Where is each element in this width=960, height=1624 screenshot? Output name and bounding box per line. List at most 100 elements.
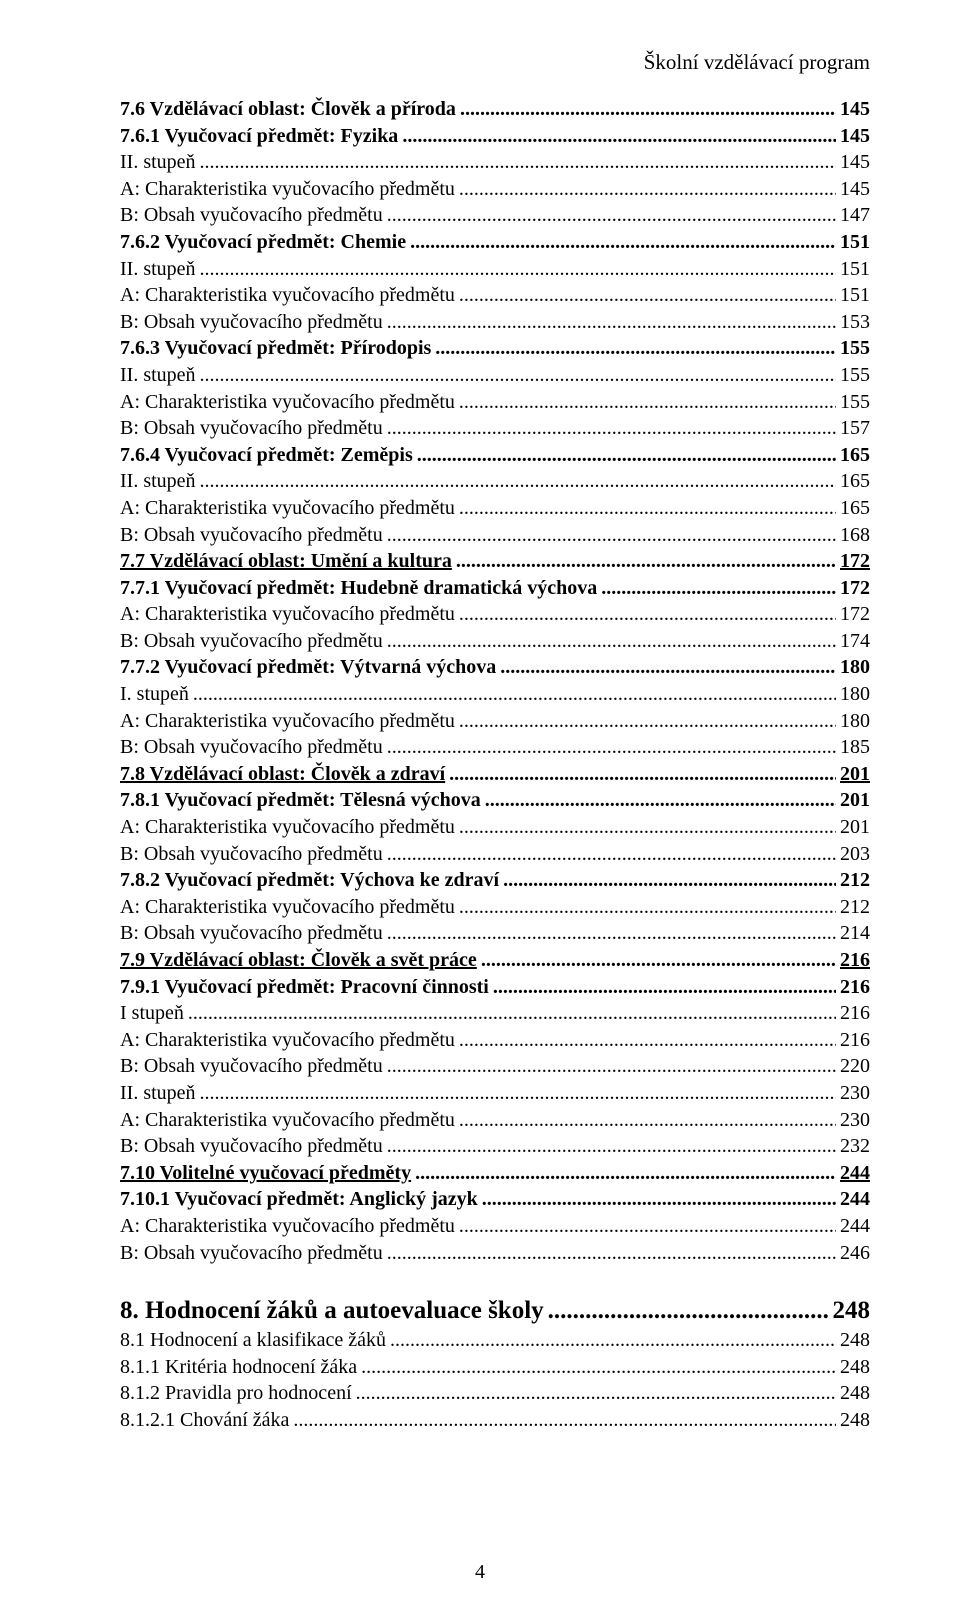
toc-line: A: Charakteristika vyučovacího předmětu2… [120,1028,870,1054]
toc-page: 168 [840,523,870,549]
leader-dots [459,1108,836,1134]
toc-label: 8.1.1 Kritéria hodnocení žáka [120,1355,357,1381]
toc-page: 165 [840,496,870,522]
toc-page: 246 [840,1241,870,1267]
toc-page: 244 [840,1187,870,1213]
toc-line: 7.6.3 Vyučovací předmět: Přírodopis155 [120,336,870,362]
toc-page: 174 [840,629,870,655]
toc-page: 248 [840,1408,870,1434]
toc-label: A: Charakteristika vyučovacího předmětu [120,390,455,416]
toc-line: A: Charakteristika vyučovacího předmětu1… [120,283,870,309]
toc-line: 8.1 Hodnocení a klasifikace žáků248 [120,1328,870,1354]
toc-page: 216 [840,948,870,974]
toc-page: 172 [840,549,870,575]
toc-line: A: Charakteristika vyučovacího předmětu1… [120,390,870,416]
leader-dots [200,1081,836,1107]
toc-page: 155 [840,336,870,362]
toc-page: 157 [840,416,870,442]
toc-label: 7.6.4 Vyučovací předmět: Zeměpis [120,443,413,469]
toc-label: A: Charakteristika vyučovacího předmětu [120,496,455,522]
toc-page: 180 [840,682,870,708]
toc-line: B: Obsah vyučovacího předmětu 220 [120,1054,870,1080]
toc-label: 7.10 Volitelné vyučovací předměty [120,1161,411,1187]
leader-dots [361,1355,836,1381]
toc-line: A: Charakteristika vyučovacího předmětu 1… [120,177,870,203]
toc-page: 214 [840,921,870,947]
leader-dots [387,416,836,442]
toc-page: 180 [840,655,870,681]
toc-line: 7.7.1 Vyučovací předmět: Hudebně dramati… [120,576,870,602]
toc-page: 145 [840,177,870,203]
toc-label: B: Obsah vyučovacího předmětu [120,1134,383,1160]
leader-dots [200,469,836,495]
leader-dots [390,1328,836,1354]
toc-line: 7.8.2 Vyučovací předmět: Výchova ke zdra… [120,868,870,894]
leader-dots [459,1214,836,1240]
toc-label: 8.1.2.1 Chování žáka [120,1408,289,1434]
leader-dots [356,1381,836,1407]
toc-page: 212 [840,895,870,921]
toc-page: 216 [840,975,870,1001]
toc-label: 7.6.1 Vyučovací předmět: Fyzika [120,124,398,150]
toc-label: 7.9.1 Vyučovací předmět: Pracovní činnos… [120,975,489,1001]
toc-page: 201 [840,815,870,841]
toc-line: II. stupeň151 [120,257,870,283]
leader-dots [387,1134,836,1160]
toc-label: 7.7 Vzdělávací oblast: Umění a kultura [120,549,452,575]
leader-dots [548,1295,829,1327]
leader-dots [200,150,836,176]
toc-page: 244 [840,1161,870,1187]
toc-line: 7.6 Vzdělávací oblast: Člověk a příroda1… [120,97,870,123]
toc-line: 8.1.2 Pravidla pro hodnocení248 [120,1381,870,1407]
toc-line: 7.7.2 Vyučovací předmět: Výtvarná výchov… [120,655,870,681]
section-8-page: 248 [833,1295,871,1327]
leader-dots [415,1161,836,1187]
toc-page: 151 [840,257,870,283]
toc-line: A: Charakteristika vyučovacího předmětu1… [120,709,870,735]
leader-dots [410,230,836,256]
toc-page: 151 [840,283,870,309]
leader-dots [493,975,836,1001]
leader-dots [387,523,836,549]
toc-line: A: Charakteristika vyučovacího předmětu1… [120,602,870,628]
toc-line: II. stupeň145 [120,150,870,176]
leader-dots [456,549,836,575]
toc-line: 7.6.1 Vyučovací předmět: Fyzika145 [120,124,870,150]
toc-label: 7.6 Vzdělávací oblast: Člověk a příroda [120,97,456,123]
toc-page: 201 [840,788,870,814]
toc-page: 244 [840,1214,870,1240]
leader-dots [387,842,836,868]
toc-line: B: Obsah vyučovacího předmětu168 [120,523,870,549]
leader-dots [459,390,836,416]
toc-label: B: Obsah vyučovacího předmětu [120,842,383,868]
leader-dots [459,815,836,841]
toc-label: B: Obsah vyučovacího předmětu [120,921,383,947]
toc-label: 7.8.2 Vyučovací předmět: Výchova ke zdra… [120,868,499,894]
toc-label: 8.1.2 Pravidla pro hodnocení [120,1381,352,1407]
toc-page: 203 [840,842,870,868]
leader-dots [601,576,836,602]
toc-section8: 8.1 Hodnocení a klasifikace žáků2488.1.1… [120,1328,870,1433]
toc-page: 165 [840,443,870,469]
toc-line: II. stupeň230 [120,1081,870,1107]
toc-label: A: Charakteristika vyučovacího předmětu [120,177,455,203]
toc-label: B: Obsah vyučovacího předmětu [120,310,383,336]
spacer [120,1267,870,1293]
toc-line: 8.1.2.1 Chování žáka 248 [120,1408,870,1434]
toc-line: B: Obsah vyučovacího předmětu 232 [120,1134,870,1160]
toc-label: B: Obsah vyučovacího předmětu [120,1054,383,1080]
leader-dots [188,1001,836,1027]
toc-line: A: Charakteristika vyučovacího předmětu2… [120,895,870,921]
leader-dots [200,257,836,283]
toc-page: 248 [840,1328,870,1354]
toc-label: II. stupeň [120,150,196,176]
leader-dots [460,97,836,123]
page: Školní vzdělávací program 7.6 Vzdělávací… [0,0,960,1624]
leader-dots [459,1028,836,1054]
leader-dots [193,682,836,708]
toc-line: 7.10.1 Vyučovací předmět: Anglický jazyk… [120,1187,870,1213]
toc-page: 232 [840,1134,870,1160]
toc-page: 220 [840,1054,870,1080]
toc-line: B: Obsah vyučovacího předmětu157 [120,416,870,442]
leader-dots [485,788,836,814]
